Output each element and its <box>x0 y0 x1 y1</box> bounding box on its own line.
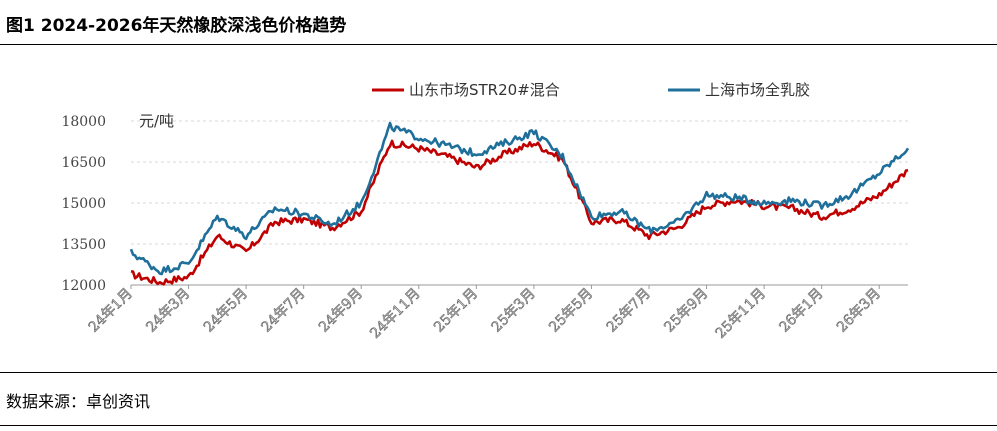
top-rule <box>0 44 997 45</box>
x-tick-label: 25年5月 <box>546 286 596 336</box>
x-tick-label: 25年3月 <box>489 286 539 336</box>
bottom-rule <box>0 425 997 426</box>
x-tick-label: 24年3月 <box>143 286 193 336</box>
y-unit-label: 元/吨 <box>139 112 174 130</box>
legend-label-1: 山东市场STR20#混合 <box>409 81 560 99</box>
x-tick-label: 24年9月 <box>316 286 366 336</box>
y-axis-ticks: 12000 13500 15000 16500 18000 <box>61 114 106 294</box>
x-axis-ticks: 24年1月 24年3月 24年5月 24年7月 24年9月 24年11月 25年1月 25年3… <box>86 285 884 342</box>
legend: 山东市场STR20#混合 上海市场全乳胶 <box>372 81 810 99</box>
x-tick-label: 26年3月 <box>834 286 884 336</box>
y-tick-label: 12000 <box>61 278 106 294</box>
y-tick-label: 13500 <box>61 237 106 253</box>
x-tick-label: 26年1月 <box>776 286 826 336</box>
series-lines <box>129 121 910 286</box>
x-tick-label: 25年7月 <box>604 286 654 336</box>
y-tick-label: 18000 <box>61 114 106 130</box>
x-tick-label: 24年11月 <box>367 286 423 342</box>
x-tick-label: 25年9月 <box>661 286 711 336</box>
x-tick-label: 24年7月 <box>258 286 308 336</box>
series-line-2 <box>129 121 910 276</box>
y-tick-label: 16500 <box>61 155 106 171</box>
middle-rule <box>0 372 997 373</box>
x-tick-label: 25年1月 <box>431 286 481 336</box>
y-tick-label: 15000 <box>61 196 106 212</box>
legend-label-2: 上海市场全乳胶 <box>705 81 810 99</box>
data-source: 数据来源：卓创资讯 <box>6 392 151 411</box>
price-trend-chart: 12000 13500 15000 16500 18000 24年1月 24年3月 24年5… <box>61 81 910 342</box>
x-tick-label: 24年5月 <box>201 286 251 336</box>
x-tick-label: 25年11月 <box>713 286 769 342</box>
figure-title: 图1 2024-2026年天然橡胶深浅色价格趋势 <box>6 16 347 36</box>
